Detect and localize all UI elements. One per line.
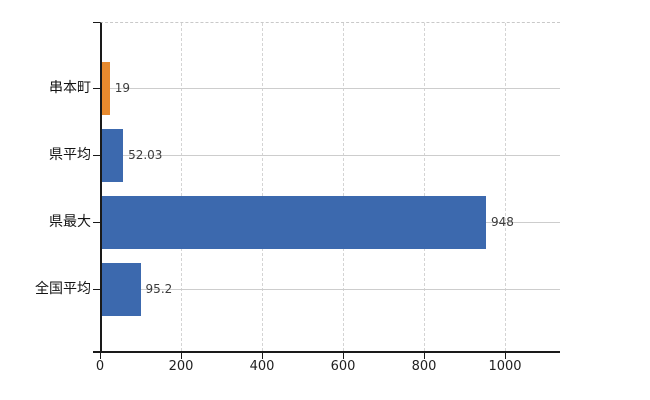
x-tick-label: 400 — [249, 359, 275, 374]
y-tick-mark — [93, 155, 100, 156]
y-axis-top-tick — [93, 22, 100, 23]
plot-area: 19 52.03 948 95.2 — [100, 22, 560, 353]
y-tick-mark — [93, 88, 100, 89]
x-tick-label: 200 — [168, 359, 194, 374]
bar-value-label: 95.2 — [145, 282, 173, 296]
h-gridline — [102, 289, 560, 290]
v-gridline — [181, 23, 182, 351]
v-gridline — [343, 23, 344, 351]
category-label: 県最大 — [49, 214, 91, 230]
h-gridline — [102, 88, 560, 89]
bar-串本町 — [102, 61, 110, 115]
y-tick-mark — [93, 289, 100, 290]
bar-県最大 — [102, 195, 486, 249]
category-label: 串本町 — [49, 80, 91, 96]
x-tick-label: 1000 — [488, 359, 522, 374]
v-gridline — [505, 23, 506, 351]
v-gridline — [424, 23, 425, 351]
h-gridline — [102, 155, 560, 156]
bar-県平均 — [102, 128, 124, 182]
bar-value-label: 52.03 — [128, 148, 163, 162]
x-tick-mark — [262, 353, 263, 359]
bar-全国平均 — [102, 262, 141, 316]
x-tick-mark — [343, 353, 344, 359]
x-tick-mark — [181, 353, 182, 359]
x-tick-mark — [505, 353, 506, 359]
x-tick-label: 800 — [411, 359, 437, 374]
x-tick-label: 0 — [95, 359, 105, 374]
x-tick-label: 600 — [330, 359, 356, 374]
x-tick-mark — [424, 353, 425, 359]
x-tick-mark — [100, 353, 101, 359]
bar-value-label: 948 — [490, 215, 514, 229]
category-label: 全国平均 — [35, 281, 91, 297]
x-axis-left-extension — [93, 351, 100, 353]
v-gridline — [262, 23, 263, 351]
category-label: 県平均 — [49, 147, 91, 163]
y-tick-mark — [93, 222, 100, 223]
bar-value-label: 19 — [114, 81, 130, 95]
